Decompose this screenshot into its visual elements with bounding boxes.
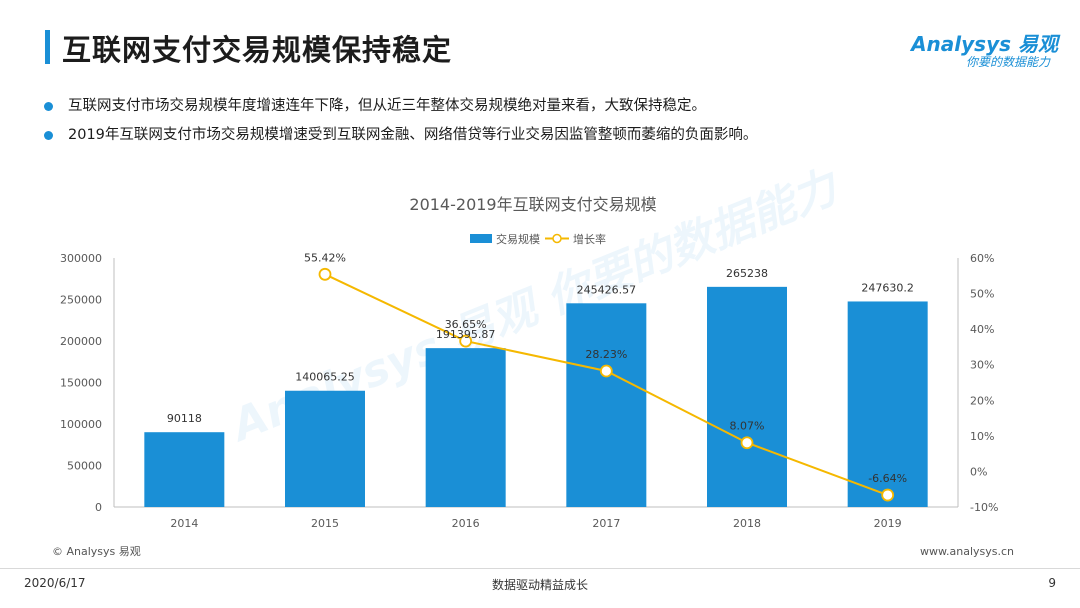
- title-accent-bar: [45, 30, 50, 64]
- growth-data-label: -6.64%: [868, 472, 907, 485]
- footer-divider: [0, 568, 1080, 569]
- growth-point: [318, 267, 332, 281]
- page-number: 9: [1048, 576, 1056, 590]
- x-tick-label: 2019: [874, 517, 902, 530]
- footer-date: 2020/6/17: [24, 576, 86, 590]
- bar-data-label: 90118: [167, 412, 202, 425]
- bullet-text: 互联网支付市场交易规模年度增速连年下降，但从近三年整体交易规模绝对量来看，大致保…: [68, 98, 706, 114]
- growth-data-label: 36.65%: [445, 318, 487, 331]
- y2-tick-label: 20%: [970, 394, 994, 407]
- bar-data-label: 140065.25: [295, 371, 355, 384]
- x-tick-label: 2018: [733, 517, 761, 530]
- bar: [425, 348, 506, 507]
- y2-tick-label: 10%: [970, 430, 994, 443]
- legend-bar-swatch: [470, 234, 492, 243]
- y2-tick-label: 60%: [970, 252, 994, 265]
- y2-tick-label: -10%: [970, 501, 998, 514]
- legend-line-label: 增长率: [573, 232, 606, 246]
- y-tick-label: 250000: [60, 294, 102, 307]
- bar: [285, 390, 365, 507]
- growth-data-label: 28.23%: [585, 348, 627, 361]
- bullet-dot-icon: [44, 102, 53, 111]
- growth-point: [599, 364, 613, 378]
- y-tick-label: 150000: [60, 377, 102, 390]
- growth-data-label: 55.42%: [304, 251, 346, 264]
- x-tick-label: 2016: [452, 517, 480, 530]
- logo-slogan: 你要的数据能力: [965, 55, 1050, 69]
- y2-tick-label: 50%: [970, 288, 994, 301]
- growth-point: [459, 334, 473, 348]
- bullet-item: 2019年互联网支付市场交易规模增速受到互联网金融、网络借贷等行业交易因监管整顿…: [40, 121, 1040, 150]
- footer-slogan: 数据驱动精益成长: [491, 578, 588, 592]
- footer-url: www.analysys.cn: [920, 545, 1014, 558]
- summary-bullets: 互联网支付市场交易规模年度增速连年下降，但从近三年整体交易规模绝对量来看，大致保…: [40, 92, 1040, 150]
- bar-data-label: 247630.2: [861, 281, 914, 294]
- bar: [566, 303, 647, 507]
- bar-data-label: 265238: [726, 267, 768, 280]
- y-tick-label: 0: [95, 501, 102, 514]
- y-tick-label: 50000: [67, 460, 102, 473]
- bar: [847, 301, 928, 507]
- page-title: 互联网支付交易规模保持稳定: [62, 33, 453, 67]
- x-tick-label: 2017: [592, 517, 620, 530]
- y-tick-label: 300000: [60, 252, 102, 265]
- x-tick-label: 2015: [311, 517, 339, 530]
- y2-tick-label: 0%: [970, 465, 987, 478]
- bullet-dot-icon: [44, 131, 53, 140]
- chart-title: 2014-2019年互联网支付交易规模: [409, 195, 656, 214]
- bar: [707, 286, 787, 507]
- x-tick-label: 2014: [170, 517, 198, 530]
- bullet-text: 2019年互联网支付市场交易规模增速受到互联网金融、网络借贷等行业交易因监管整顿…: [68, 127, 758, 143]
- y-tick-label: 100000: [60, 418, 102, 431]
- y2-tick-label: 30%: [970, 359, 994, 372]
- growth-data-label: 8.07%: [730, 420, 765, 433]
- bar-data-label: 245426.57: [577, 283, 637, 296]
- legend-line-marker: [552, 233, 562, 244]
- growth-point: [740, 436, 754, 450]
- bar: [144, 432, 225, 507]
- y2-tick-label: 40%: [970, 323, 994, 336]
- legend-bar-label: 交易规模: [496, 232, 540, 246]
- growth-point: [881, 488, 895, 502]
- bullet-item: 互联网支付市场交易规模年度增速连年下降，但从近三年整体交易规模绝对量来看，大致保…: [40, 92, 1040, 121]
- brand-logo: Analysys 易观 你要的数据能力: [911, 28, 1058, 72]
- y-tick-label: 200000: [60, 335, 102, 348]
- footer-copyright: © Analysys 易观: [52, 545, 141, 558]
- logo-wordmark: Analysys 易观: [911, 32, 1058, 56]
- bar-data-label: 191395.87: [436, 328, 496, 341]
